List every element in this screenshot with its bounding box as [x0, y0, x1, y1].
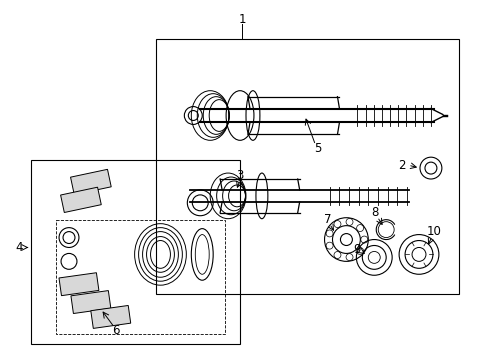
Text: 8: 8 — [371, 206, 378, 219]
Text: 1: 1 — [238, 13, 245, 26]
Polygon shape — [70, 169, 111, 195]
Text: 3: 3 — [236, 168, 243, 181]
Text: 4: 4 — [16, 241, 23, 254]
Polygon shape — [71, 291, 111, 314]
Text: 6: 6 — [112, 324, 119, 337]
Text: 9: 9 — [353, 243, 360, 256]
Polygon shape — [59, 273, 99, 296]
Text: 2: 2 — [398, 159, 405, 172]
Text: 5: 5 — [313, 142, 321, 155]
Polygon shape — [91, 306, 130, 328]
Polygon shape — [61, 187, 101, 212]
Text: 10: 10 — [426, 225, 441, 238]
Text: 7: 7 — [323, 213, 330, 226]
